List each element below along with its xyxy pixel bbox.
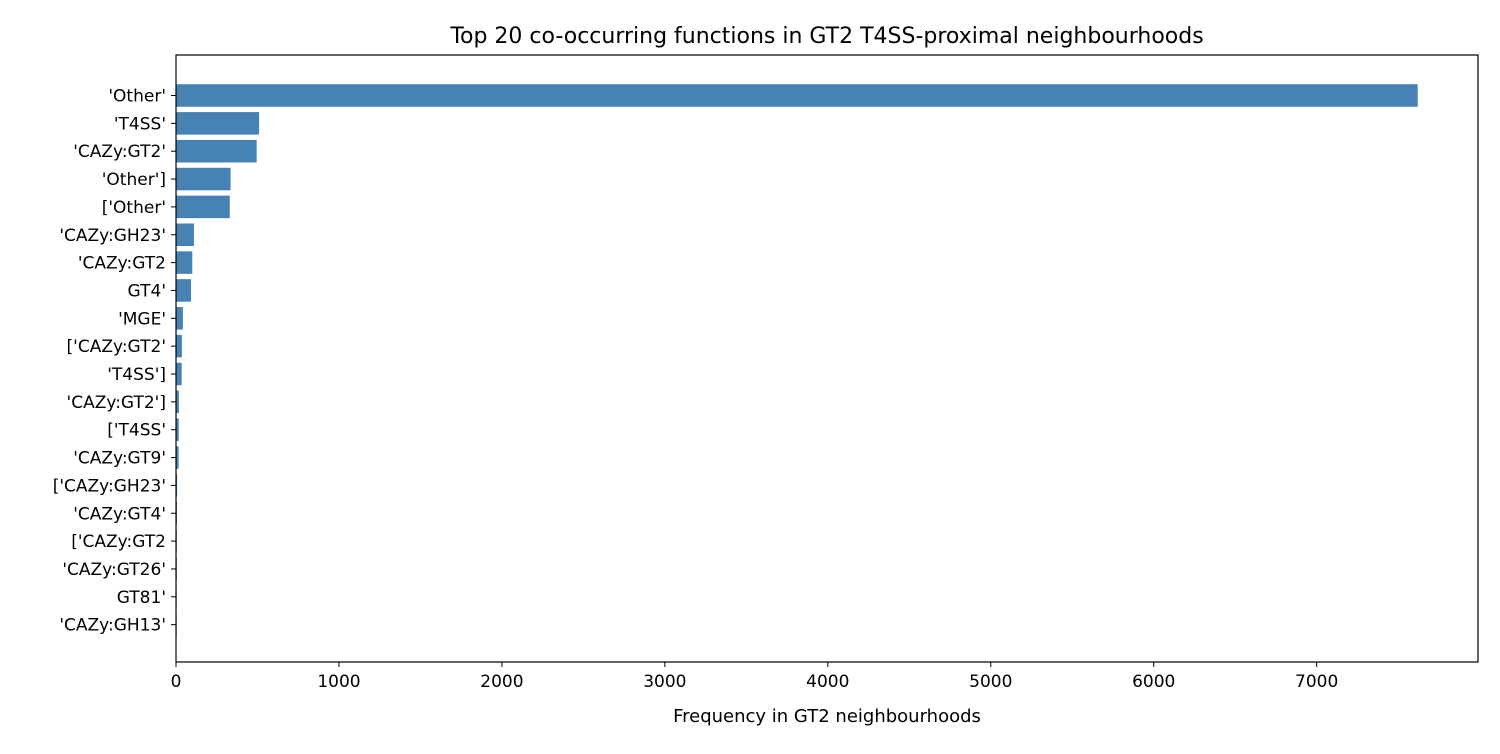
x-tick-label: 1000 xyxy=(317,672,360,692)
bar xyxy=(176,84,1418,107)
y-tick-label: 'CAZy:GT2' xyxy=(73,142,166,162)
bar xyxy=(176,334,182,358)
plot-frame xyxy=(175,54,1479,663)
y-tick-label: GT81' xyxy=(117,588,166,608)
chart-title: Top 20 co-occurring functions in GT2 T4S… xyxy=(449,24,1203,49)
bar xyxy=(176,251,193,274)
y-tick-label: ['CAZy:GT2 xyxy=(71,532,166,552)
y-axis-categories: 'Other' 'T4SS' 'CAZy:GT2' 'Other'] ['Other' '… xyxy=(53,87,176,636)
bar xyxy=(176,279,191,302)
y-tick-label: ['CAZy:GH23' xyxy=(53,476,166,496)
bar xyxy=(176,362,182,386)
y-tick-label: 'CAZy:GT26' xyxy=(62,560,166,580)
bar xyxy=(176,390,179,414)
y-tick-label: 'CAZy:GT2'] xyxy=(67,393,166,413)
x-tick-label: 2000 xyxy=(480,672,523,692)
x-tick-label: 5000 xyxy=(969,672,1012,692)
bar xyxy=(176,418,179,441)
bar xyxy=(176,223,194,246)
bar xyxy=(176,307,183,330)
y-tick-label: 'T4SS' xyxy=(114,114,166,134)
y-tick-label: 'T4SS'] xyxy=(107,365,166,385)
y-tick-label: ['CAZy:GT2' xyxy=(67,337,166,357)
y-tick-label: 'CAZy:GH23' xyxy=(59,226,166,246)
y-tick-label: GT4' xyxy=(128,281,166,301)
y-tick-label: 'CAZy:GT2 xyxy=(78,254,166,274)
x-tick-label: 7000 xyxy=(1295,672,1338,692)
y-tick-label: 'CAZy:GT4' xyxy=(73,504,166,524)
bar xyxy=(176,167,231,191)
x-axis-ticks: 0 1000 2000 3000 4000 5000 6000 7000 xyxy=(171,662,1338,692)
bar xyxy=(176,139,257,163)
y-tick-label: ['Other' xyxy=(102,198,166,218)
y-tick-label: 'Other'] xyxy=(102,170,166,190)
bar xyxy=(176,112,260,135)
bar xyxy=(176,446,179,469)
x-tick-label: 4000 xyxy=(806,672,849,692)
x-tick-label: 0 xyxy=(171,672,182,692)
bar xyxy=(176,195,230,219)
y-tick-label: 'CAZy:GT9' xyxy=(73,449,166,469)
x-axis-label: Frequency in GT2 neighbourhoods xyxy=(673,706,981,727)
bars-layer xyxy=(176,84,1418,636)
y-tick-label: 'CAZy:GH13' xyxy=(59,616,166,636)
x-tick-label: 3000 xyxy=(643,672,686,692)
y-tick-label: ['T4SS' xyxy=(107,421,166,441)
y-tick-label: 'MGE' xyxy=(118,309,166,329)
x-tick-label: 6000 xyxy=(1132,672,1175,692)
y-tick-label: 'Other' xyxy=(108,87,166,107)
